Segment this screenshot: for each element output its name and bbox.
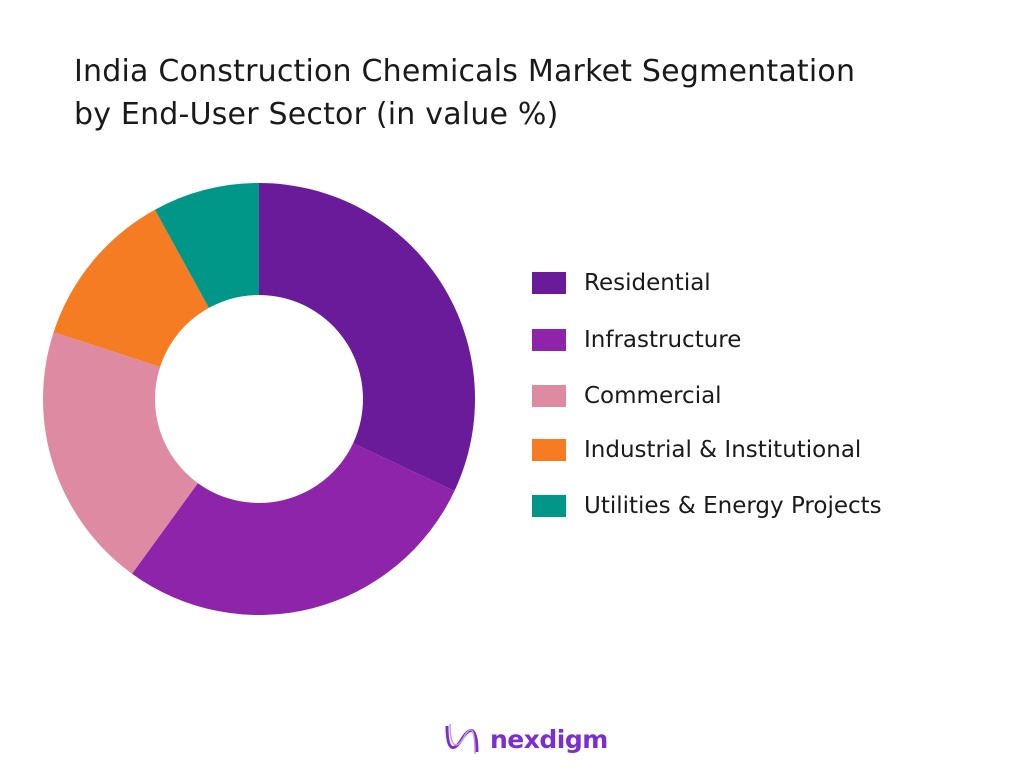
- legend-item: Commercial: [532, 381, 722, 411]
- legend-label: Commercial: [584, 383, 722, 409]
- legend-swatch: [532, 385, 566, 407]
- chart-title: India Construction Chemicals Market Segm…: [74, 50, 855, 136]
- legend-swatch: [532, 272, 566, 294]
- chart-title-line-2: by End-User Sector (in value %): [74, 97, 559, 132]
- legend-label: Infrastructure: [584, 327, 742, 353]
- legend-swatch: [532, 329, 566, 351]
- donut-slice-industrial-institutional: [53, 209, 209, 367]
- donut-slice-infrastructure: [132, 443, 455, 615]
- legend-swatch: [532, 439, 566, 461]
- logo-text: nexdigm: [490, 724, 608, 754]
- legend-label: Residential: [584, 270, 711, 296]
- nexdigm-logo: nexdigm: [444, 722, 608, 756]
- legend-item: Residential: [532, 268, 711, 298]
- legend-label: Utilities & Energy Projects: [584, 493, 882, 519]
- legend-item: Industrial & Institutional: [532, 435, 861, 465]
- nexdigm-wave-icon: [445, 723, 479, 755]
- donut-slice-commercial: [42, 332, 198, 574]
- donut-slice-utilities-energy-projects: [154, 183, 259, 308]
- legend-item: Utilities & Energy Projects: [532, 491, 882, 521]
- chart-title-line-1: India Construction Chemicals Market Segm…: [74, 54, 856, 89]
- legend-item: Infrastructure: [532, 325, 741, 355]
- legend-label: Industrial & Institutional: [584, 437, 862, 463]
- legend-swatch: [532, 495, 566, 517]
- donut-slice-residential: [259, 183, 475, 491]
